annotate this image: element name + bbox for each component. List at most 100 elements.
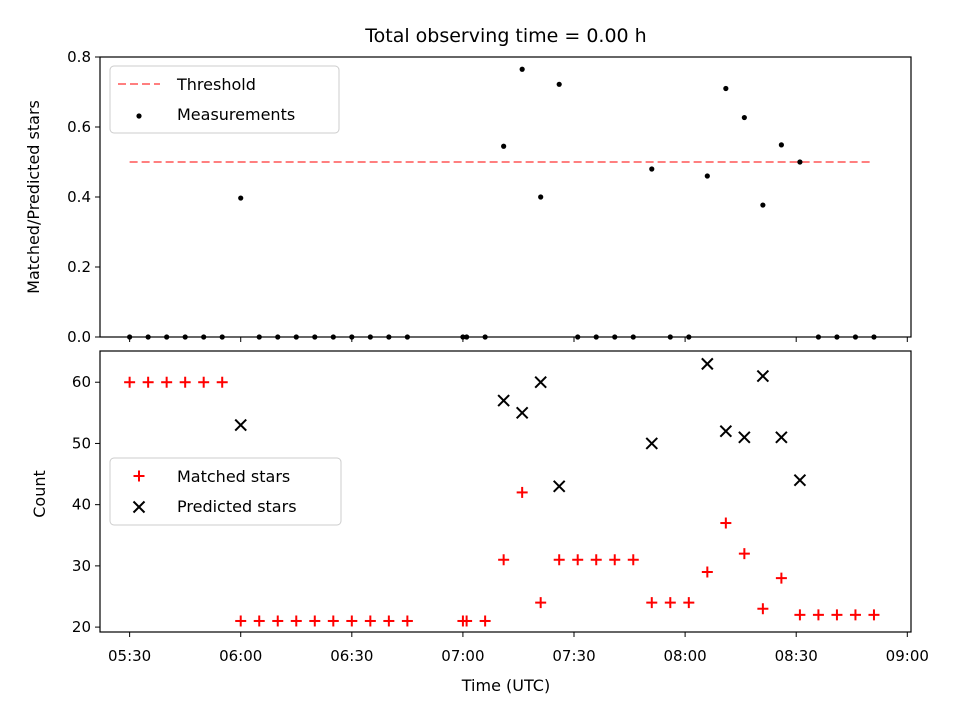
top-y-tick-label: 0.0: [67, 328, 91, 346]
predicted-star-point: [775, 431, 788, 444]
matched-star-point: [738, 548, 750, 560]
bottom-y-tick-label: 60: [72, 373, 91, 391]
cross-b: [719, 424, 733, 438]
matched-star-point: [235, 615, 247, 627]
measurement-point: [723, 85, 729, 92]
top-chart-title: Total observing time = 0.00 h: [364, 25, 646, 47]
x-tick-label: 08:00: [663, 647, 706, 665]
x-tick-label: 06:00: [219, 647, 262, 665]
top-y-axis-label: Matched/Predicted stars: [24, 100, 43, 294]
measurement-point: [275, 334, 281, 340]
measurement-point: [760, 202, 766, 208]
measurement-point: [649, 166, 655, 172]
cross-b: [793, 473, 807, 487]
measurement-point: [667, 334, 673, 340]
matched-star-point: [401, 615, 413, 627]
measurement-point: [293, 334, 299, 340]
cross-b: [645, 437, 658, 450]
legend-predicted-swatch: [132, 500, 146, 514]
predicted-star-point: [793, 473, 807, 487]
matched-star-point: [309, 615, 321, 627]
matched-star-point: [794, 609, 806, 621]
bottom-y-tick-label: 40: [72, 496, 91, 514]
measurement-point: [556, 81, 562, 87]
matched-star-point: [179, 376, 191, 388]
measurement-point: [404, 334, 410, 340]
matched-star-point: [346, 615, 358, 627]
measurement-point: [575, 334, 581, 340]
measurement-point: [349, 334, 355, 340]
cross-b: [515, 406, 529, 420]
matched-star-point: [327, 615, 339, 627]
bottom-y-tick-label: 50: [72, 434, 91, 452]
measurement-point: [797, 159, 803, 165]
measurement-point: [256, 334, 262, 340]
measurement-point: [464, 334, 470, 340]
cross-b: [132, 500, 146, 514]
measurement-point: [460, 334, 466, 340]
measurement-point: [482, 334, 488, 340]
measurement-point: [686, 334, 692, 340]
matched-star-point: [757, 603, 769, 615]
matched-star-point: [198, 376, 210, 388]
predicted-star-point: [552, 480, 566, 493]
predicted-star-point: [719, 424, 733, 438]
matched-star-point: [627, 554, 639, 566]
predicted-star-point: [515, 406, 529, 420]
matched-star-point: [535, 597, 547, 609]
matched-star-point: [383, 615, 395, 627]
measurement-point: [219, 334, 225, 340]
bottom-y-tick-label: 30: [72, 557, 91, 575]
matched-star-point: [516, 486, 528, 498]
matched-star-point: [479, 615, 491, 627]
matched-star-point: [498, 554, 510, 566]
measurement-point: [593, 334, 599, 340]
bottom-y-tick-label: 20: [72, 618, 91, 636]
cross-b: [701, 357, 714, 371]
matched-star-point: [272, 615, 284, 627]
top-y-tick-label: 0.6: [67, 118, 91, 136]
predicted-star-point: [756, 369, 770, 383]
measurement-point: [778, 142, 784, 148]
bottom-y-axis-label: Count: [30, 470, 49, 518]
legend-matched-swatch: [133, 470, 145, 482]
predicted-star-point: [497, 394, 510, 407]
measurement-point: [704, 173, 710, 179]
top-y-tick-label: 0.8: [67, 48, 91, 66]
top-y-tick-label: 0.2: [67, 258, 91, 276]
matched-star-point: [216, 376, 228, 388]
measurement-point: [330, 334, 336, 340]
legend-measurement-swatch: [136, 113, 142, 119]
x-tick-label: 05:30: [108, 647, 151, 665]
matched-star-point: [775, 572, 787, 584]
measurement-point: [201, 334, 207, 340]
measurement-point: [238, 195, 244, 201]
measurement-point: [612, 334, 618, 340]
measurement-point: [367, 334, 373, 340]
legend-measurement-label: Measurements: [177, 105, 295, 124]
measurement-point: [312, 334, 318, 340]
cross-b: [775, 431, 788, 444]
legend-matched-label: Matched stars: [177, 467, 290, 486]
matched-star-point: [868, 609, 880, 621]
matched-star-point: [124, 376, 136, 388]
top-panel: 0.0 0.2 0.4 0.6 0.8 Threshold Measurements: [67, 48, 912, 346]
matched-star-point: [646, 597, 658, 609]
cross-b: [234, 418, 247, 432]
matched-star-point: [812, 609, 824, 621]
measurement-point: [538, 194, 544, 200]
matched-star-point: [590, 554, 602, 566]
measurement-point: [145, 334, 151, 340]
matched-star-point: [849, 609, 861, 621]
matched-star-point: [664, 597, 676, 609]
matched-star-point: [553, 554, 565, 566]
x-tick-label: 07:00: [441, 647, 484, 665]
matched-star-point: [142, 376, 154, 388]
cross-b: [497, 394, 510, 407]
matched-star-point: [720, 517, 732, 529]
measurement-point: [519, 66, 525, 72]
legend-predicted-label: Predicted stars: [177, 497, 297, 516]
measurement-point: [127, 334, 133, 340]
measurement-point: [741, 114, 747, 121]
